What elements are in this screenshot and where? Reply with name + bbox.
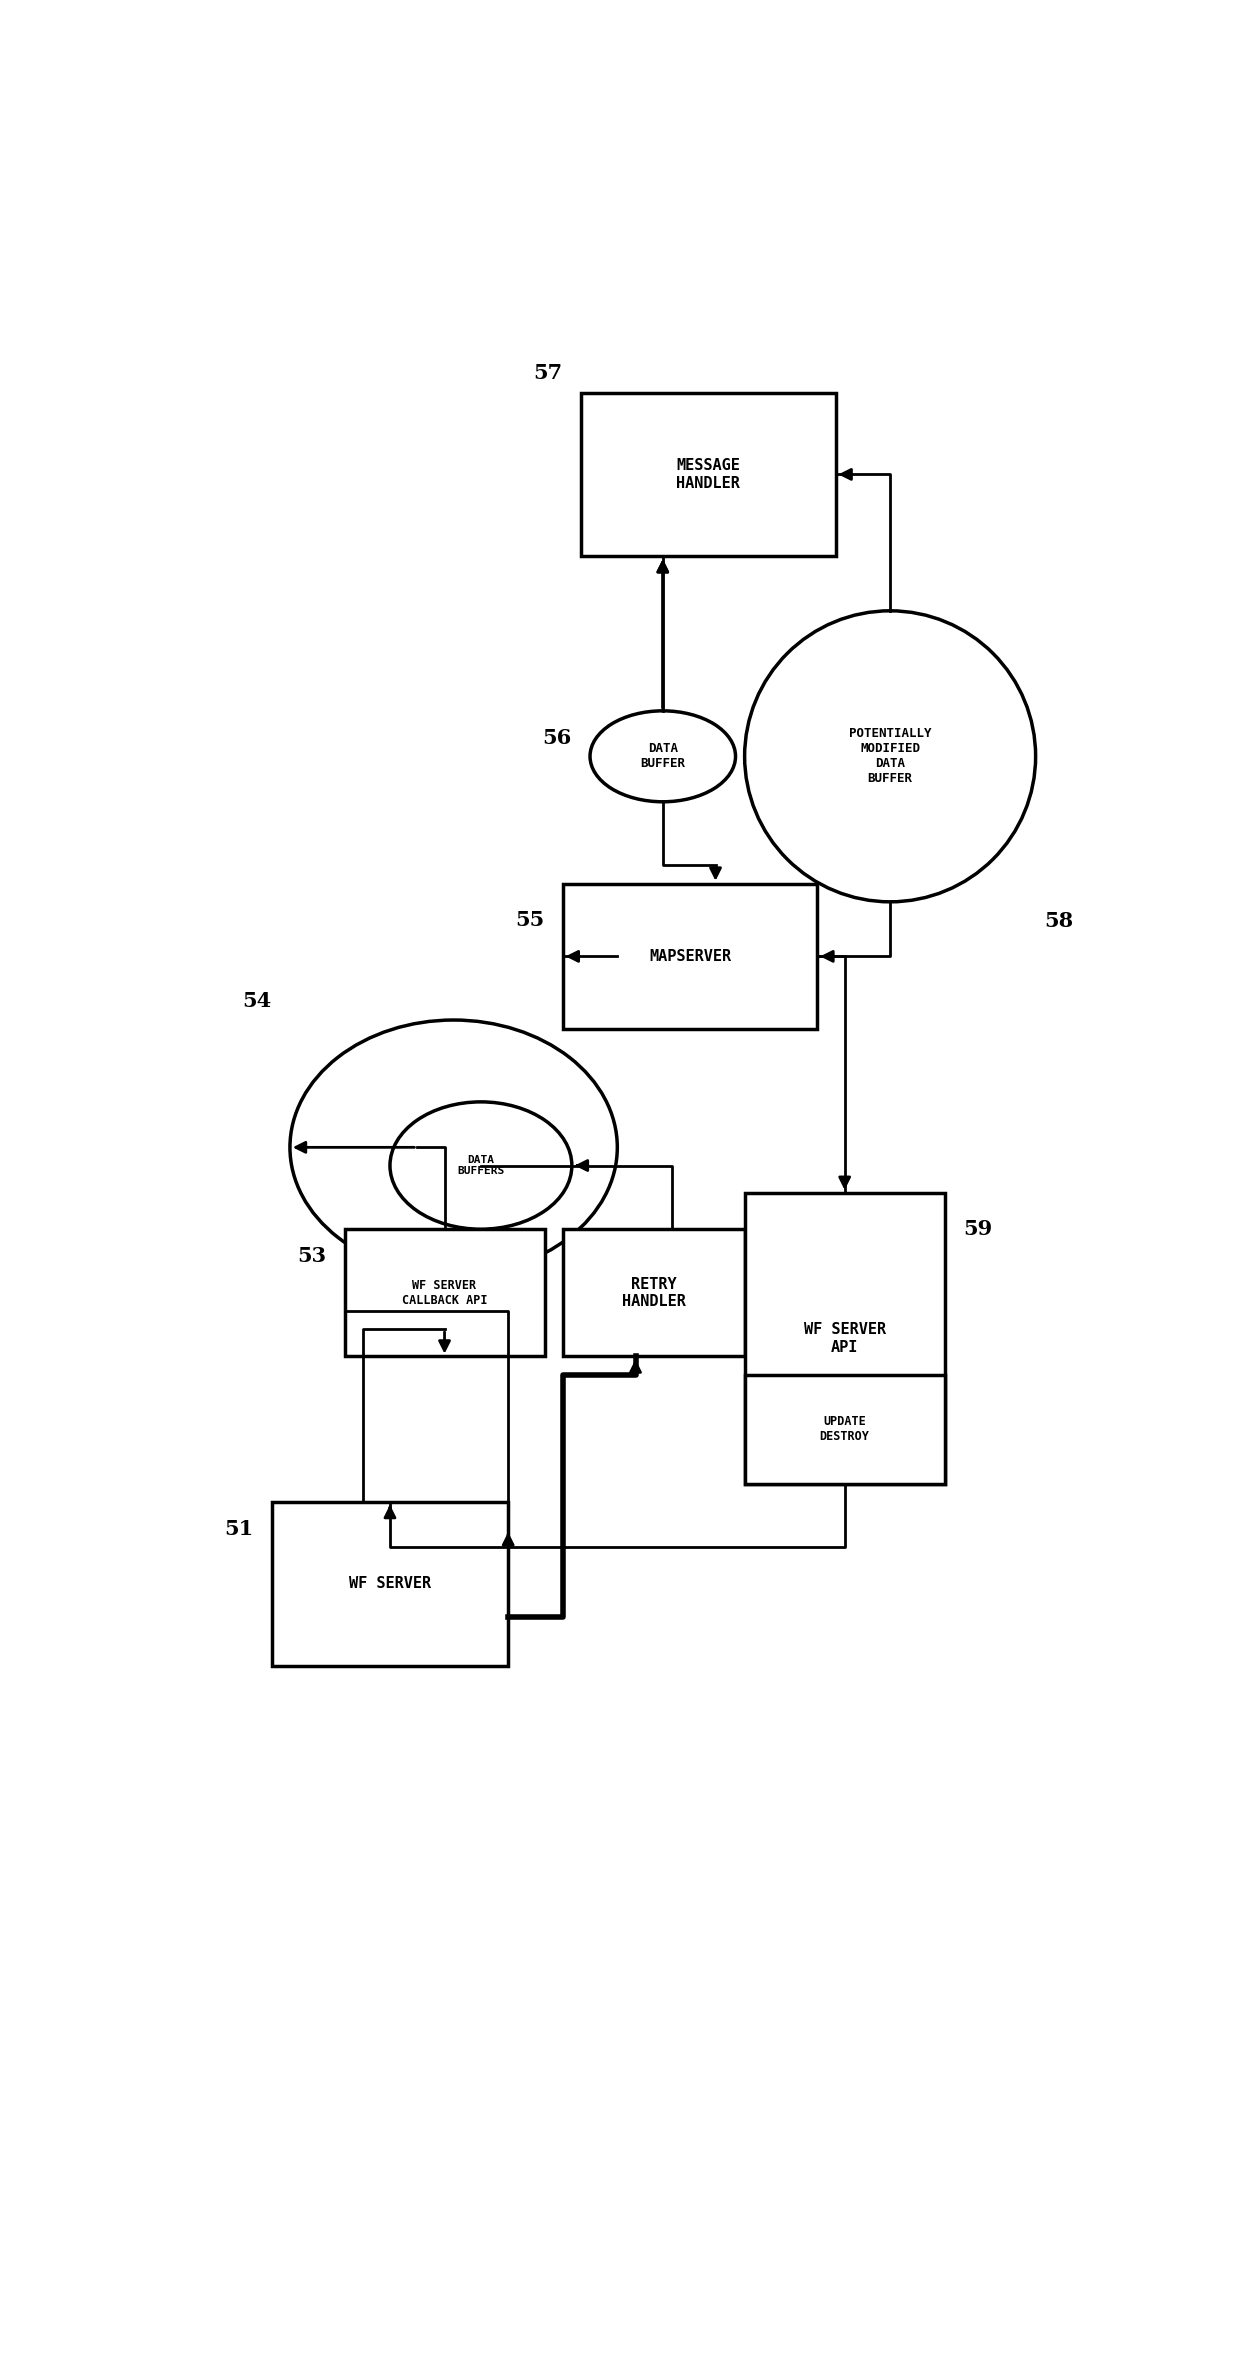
- Text: 59: 59: [963, 1219, 992, 1240]
- Text: WF SERVER
API: WF SERVER API: [804, 1323, 885, 1353]
- Ellipse shape: [745, 612, 1035, 902]
- Text: UPDATE
DESTROY: UPDATE DESTROY: [820, 1415, 869, 1443]
- Bar: [745, 1375, 945, 1483]
- Text: 56: 56: [543, 727, 572, 749]
- Ellipse shape: [590, 711, 735, 801]
- Bar: [563, 883, 817, 1030]
- Ellipse shape: [290, 1020, 618, 1275]
- Ellipse shape: [389, 1101, 572, 1228]
- Text: 53: 53: [298, 1247, 326, 1266]
- Text: DATA
BUFFERS: DATA BUFFERS: [458, 1155, 505, 1176]
- Text: WF SERVER: WF SERVER: [348, 1575, 432, 1592]
- Text: 54: 54: [243, 992, 272, 1011]
- Bar: [580, 392, 836, 557]
- Bar: [272, 1502, 508, 1665]
- Text: DATA
BUFFER: DATA BUFFER: [640, 742, 686, 770]
- Text: MAPSERVER: MAPSERVER: [649, 950, 732, 964]
- Text: WF SERVER
CALLBACK API: WF SERVER CALLBACK API: [402, 1278, 487, 1306]
- Bar: [563, 1228, 745, 1356]
- Bar: [745, 1193, 945, 1483]
- Bar: [345, 1228, 544, 1356]
- Text: MESSAGE
HANDLER: MESSAGE HANDLER: [676, 458, 740, 491]
- Text: 57: 57: [533, 364, 563, 383]
- Text: 52: 52: [754, 1375, 782, 1394]
- Text: 51: 51: [224, 1519, 253, 1540]
- Text: WF SERVER
OBJECT
DATA
BUFFERS: WF SERVER OBJECT DATA BUFFERS: [422, 1117, 486, 1176]
- Text: 58: 58: [1045, 912, 1074, 931]
- Text: POTENTIALLY
MODIFIED
DATA
BUFFER: POTENTIALLY MODIFIED DATA BUFFER: [849, 727, 931, 784]
- Text: 55: 55: [516, 909, 544, 931]
- Text: RETRY
HANDLER: RETRY HANDLER: [621, 1275, 686, 1309]
